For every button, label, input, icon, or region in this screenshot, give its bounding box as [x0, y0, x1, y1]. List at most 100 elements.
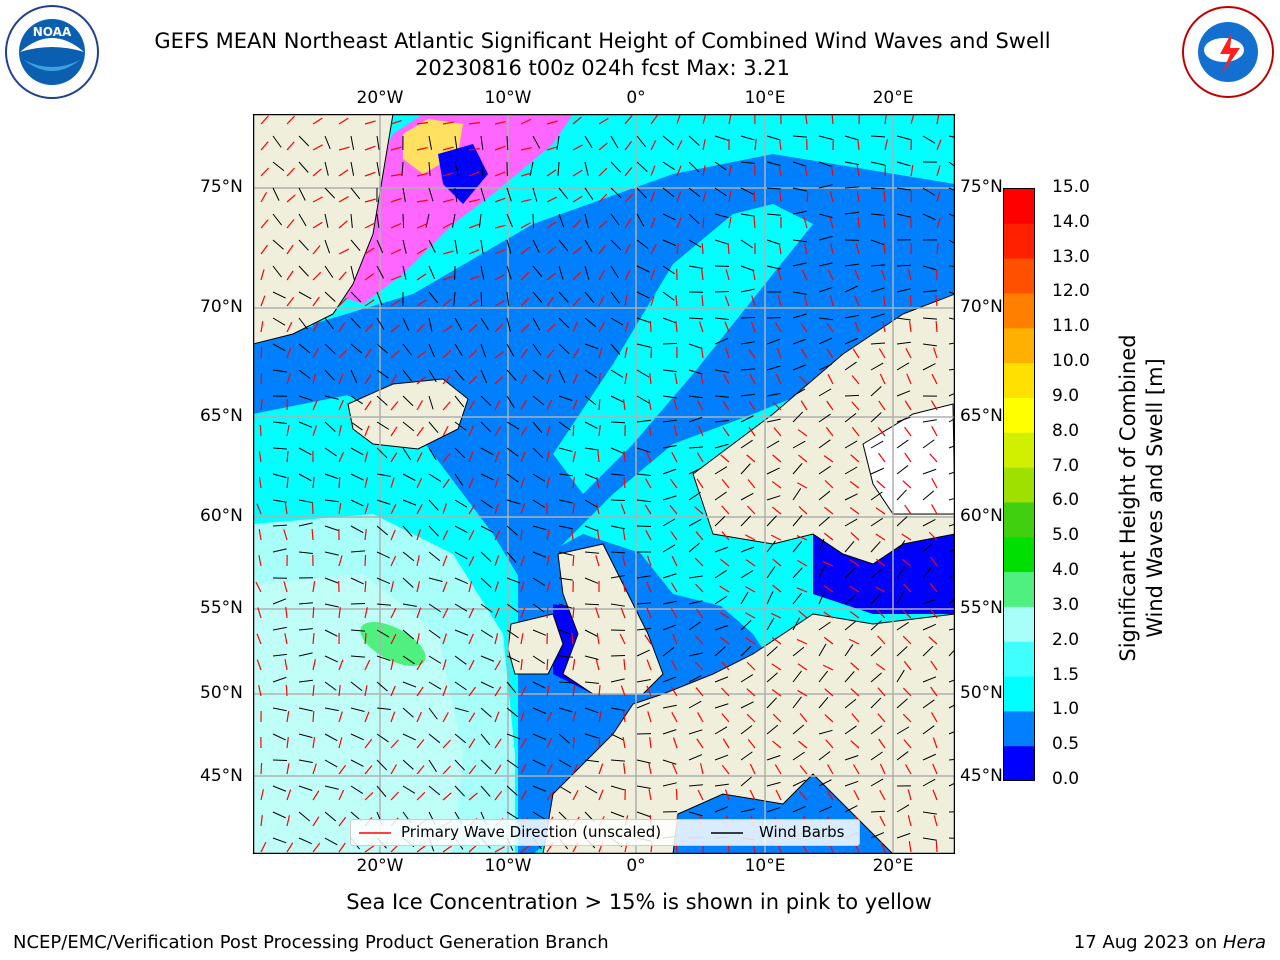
wind-barb — [740, 776, 752, 787]
wind-barb — [298, 421, 313, 428]
wave-direction-arrow — [572, 399, 578, 411]
wave-direction-arrow — [883, 242, 886, 255]
wind-barb — [896, 804, 910, 813]
wind-barb — [350, 161, 355, 176]
wave-direction-arrow — [390, 197, 402, 203]
wave-direction-arrow — [260, 115, 269, 125]
wave-direction-arrow — [546, 737, 553, 749]
wave-direction-arrow — [823, 455, 834, 463]
wave-direction-arrow — [416, 504, 423, 515]
wave-direction-arrow — [312, 684, 315, 697]
wave-direction-arrow — [770, 612, 782, 619]
wind-barb — [766, 697, 777, 709]
wave-direction-arrow — [676, 217, 682, 229]
wave-direction-arrow — [903, 739, 912, 749]
wind-barb — [948, 291, 955, 295]
wind-barb — [428, 291, 439, 304]
wind-barb — [948, 782, 955, 787]
wind-barb — [454, 187, 458, 202]
wind-barb — [480, 603, 493, 613]
wave-direction-arrow — [546, 296, 554, 307]
wind-barb — [792, 805, 806, 813]
wave-direction-arrow — [338, 816, 347, 827]
wave-direction-arrow — [312, 271, 322, 281]
wave-direction-arrow — [468, 686, 477, 697]
wind-barb — [714, 783, 729, 787]
wind-barb — [714, 624, 729, 631]
wave-direction-arrow — [256, 633, 262, 645]
wind-barb — [506, 447, 519, 457]
wave-direction-arrow — [364, 607, 368, 619]
wind-barb — [922, 290, 937, 293]
wave-direction-arrow — [286, 296, 295, 307]
wind-barb — [948, 368, 955, 371]
wave-direction-arrow — [364, 765, 373, 775]
wind-barb — [480, 785, 491, 797]
wave-direction-arrow — [520, 374, 527, 385]
wind-barb — [532, 629, 547, 636]
wind-barb — [844, 671, 855, 683]
wave-direction-arrow — [442, 739, 451, 749]
wave-direction-arrow — [778, 165, 782, 177]
wave-direction-arrow — [286, 167, 295, 177]
wind-barb — [428, 317, 433, 332]
wind-barb — [844, 466, 858, 475]
wave-direction-arrow — [675, 320, 678, 333]
wind-barb — [818, 262, 833, 267]
wind-barb — [766, 265, 781, 270]
wind-barb — [298, 187, 306, 201]
wind-barb — [714, 806, 729, 813]
wind-barb — [740, 725, 753, 735]
wind-barb — [532, 135, 541, 149]
wave-direction-arrow — [390, 452, 398, 463]
wind-barb — [402, 473, 416, 481]
wind-barb — [480, 447, 494, 456]
wave-direction-arrow — [650, 165, 656, 177]
wind-barb — [636, 343, 651, 348]
wind-barb — [792, 338, 807, 345]
wind-barb — [402, 317, 410, 331]
wind-barb — [532, 187, 538, 202]
wind-barb — [532, 395, 545, 406]
wind-barb — [636, 317, 651, 323]
wave-direction-arrow — [598, 142, 608, 151]
wave-direction-arrow — [904, 452, 912, 463]
wind-barb — [714, 569, 727, 579]
sea-ice-pink — [333, 114, 573, 304]
wave-direction-arrow — [494, 197, 506, 203]
wave-direction-arrow — [468, 121, 480, 125]
wave-direction-arrow — [468, 765, 477, 775]
wind-barb — [272, 187, 280, 201]
wave-direction-arrow — [772, 454, 782, 463]
wave-direction-arrow — [260, 346, 263, 359]
wave-direction-arrow — [696, 400, 704, 411]
wave-direction-arrow — [745, 637, 756, 645]
wind-barb — [376, 629, 390, 638]
wind-barb — [532, 213, 535, 229]
wave-direction-arrow — [644, 504, 652, 515]
wave-direction-arrow — [260, 167, 269, 177]
wave-direction-arrow — [620, 685, 626, 697]
wind-barb — [610, 447, 625, 454]
footer-date-text: 17 Aug 2023 on — [1073, 932, 1223, 953]
wave-direction-arrow — [936, 165, 941, 177]
wind-barb — [376, 759, 388, 771]
wind-barb — [506, 629, 519, 639]
wind-barb — [350, 343, 363, 354]
wave-direction-arrow — [772, 740, 782, 749]
wave-direction-arrow — [546, 120, 558, 125]
wave-direction-arrow — [286, 244, 294, 255]
wave-direction-arrow — [745, 534, 756, 541]
wind-barb — [584, 343, 599, 350]
wind-barb — [922, 363, 936, 371]
wind-barb — [740, 288, 755, 293]
wind-barb — [558, 785, 572, 794]
wave-direction-arrow — [311, 528, 314, 541]
wind-barb — [480, 473, 494, 481]
wind-barb — [870, 342, 885, 345]
wave-direction-arrow — [312, 790, 320, 801]
wind-barb — [844, 285, 858, 293]
wind-barb — [636, 395, 650, 404]
wave-direction-arrow — [930, 556, 938, 567]
wave-direction-arrow — [722, 738, 730, 749]
